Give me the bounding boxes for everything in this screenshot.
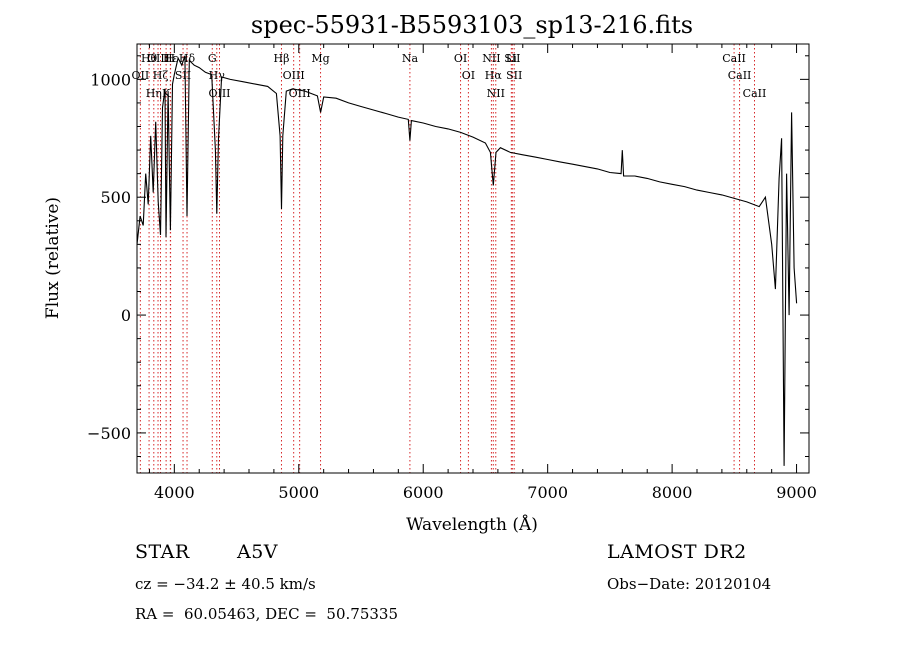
line-markers xyxy=(139,44,755,473)
spectrum-line xyxy=(136,55,798,466)
line-label: Li xyxy=(506,52,517,65)
line-label: Hθ xyxy=(141,52,158,65)
x-tick-label: 8000 xyxy=(652,483,693,502)
y-axis-label: Flux (relative) xyxy=(43,197,63,319)
line-label: OI xyxy=(462,69,475,82)
x-tick-label: 7000 xyxy=(527,483,568,502)
y-tick-label: −500 xyxy=(87,424,131,443)
line-label: OIII xyxy=(208,87,230,100)
line-label: Hζ xyxy=(153,69,169,82)
line-label: OI xyxy=(454,52,467,65)
line-label: Hδ xyxy=(179,52,196,65)
y-tick-label: 1000 xyxy=(90,70,131,89)
line-labels: Hθ OII Hη OIII Hζ K HεH SII Hδ G Hγ OIII Hβ OIII OIII M… xyxy=(132,52,767,100)
line-label: OIII xyxy=(283,69,305,82)
line-label: Na xyxy=(402,52,419,65)
object-class: STAR xyxy=(135,541,190,563)
plot-frame xyxy=(136,43,810,474)
line-label: Hε xyxy=(163,52,179,65)
y-tick-label: 0 xyxy=(121,306,131,325)
line-label: Hα xyxy=(485,69,503,82)
x-tick-label: 9000 xyxy=(776,483,817,502)
chart-title: spec-55931-B5593103_sp13-216.fits xyxy=(251,11,693,39)
x-tick-label: 6000 xyxy=(403,483,444,502)
line-label: Hη xyxy=(146,87,162,100)
line-label: OII xyxy=(132,69,150,82)
line-label: CaII xyxy=(743,87,767,100)
line-label: H xyxy=(166,52,176,65)
line-label: SII xyxy=(175,69,191,82)
line-label: G xyxy=(208,52,217,65)
line-label: Hγ xyxy=(209,69,226,82)
redshift-cz: cz = −34.2 ± 40.5 km/s xyxy=(135,575,316,593)
coordinates: RA = 60.05463, DEC = 50.75335 xyxy=(135,605,399,623)
line-label: SII xyxy=(506,69,522,82)
line-label: OIII xyxy=(147,52,169,65)
line-label: CaII xyxy=(722,52,746,65)
y-axis: −500 0 500 1000 xyxy=(87,55,809,457)
line-label: NII xyxy=(487,87,505,100)
line-label: K xyxy=(162,87,171,100)
x-axis-label: Wavelength (Å) xyxy=(406,514,538,535)
x-tick-label: 5000 xyxy=(278,483,319,502)
line-label: NII xyxy=(482,52,500,65)
object-subclass: A5V xyxy=(237,541,279,563)
obs-date: Obs−Date: 20120104 xyxy=(607,575,772,593)
line-label: OIII xyxy=(289,87,311,100)
line-label: SII xyxy=(504,52,520,65)
survey-name: LAMOST DR2 xyxy=(607,541,747,563)
line-label: Mg xyxy=(311,52,329,65)
x-axis: 4000 5000 6000 7000 8000 9000 xyxy=(148,44,817,502)
x-tick-label: 4000 xyxy=(154,483,195,502)
y-tick-label: 500 xyxy=(100,188,131,207)
line-label: CaII xyxy=(728,69,752,82)
line-label: Hβ xyxy=(274,52,290,65)
